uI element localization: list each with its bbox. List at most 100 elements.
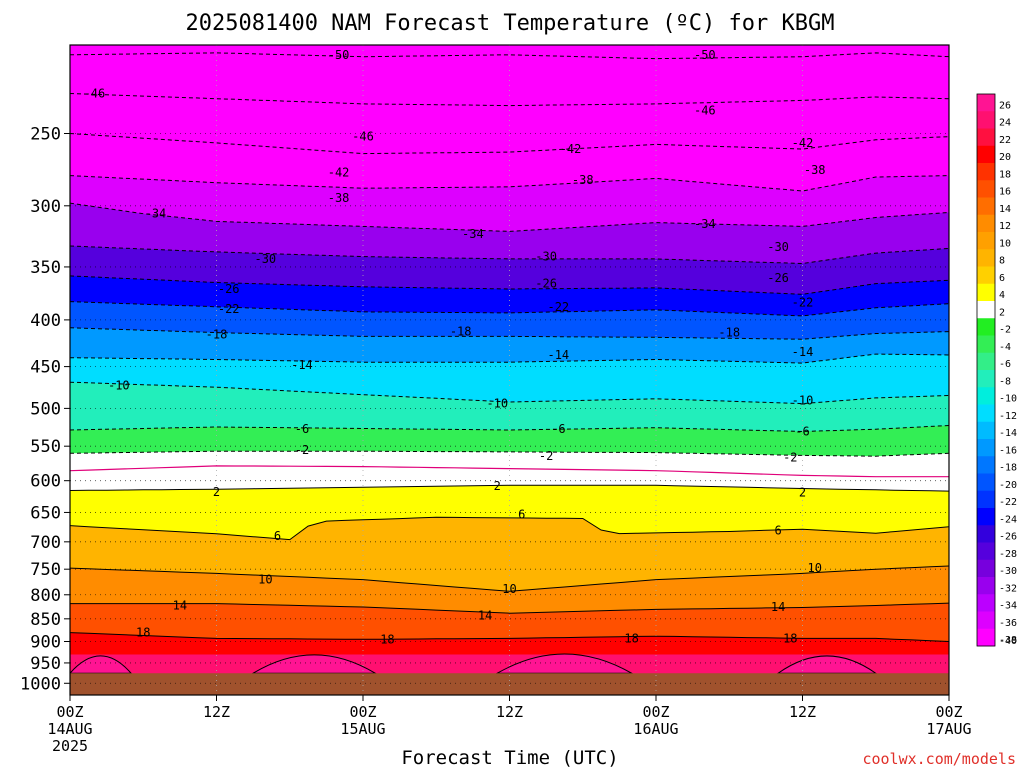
contour-label: -10 [486,397,508,411]
colorbar-label: -4 [999,342,1011,353]
colorbar-swatch [977,577,995,595]
contour-label: -34 [145,207,167,221]
colorbar-swatch [977,456,995,474]
colorbar-label: 8 [999,256,1005,267]
isotherm-contours [70,52,949,642]
contour-label: -6 [795,424,809,438]
contour-label: -6 [551,422,565,436]
contour-label: -50 [694,48,716,62]
colorbar-label: 24 [999,118,1011,129]
colorbar-label: -20 [999,480,1017,491]
colorbar-label: 14 [999,204,1011,215]
y-tick-label: 1000 [20,674,61,694]
contour-label: -30 [254,252,276,266]
contour-label: -50 [328,48,350,62]
colorbar-swatch [977,594,995,612]
colorbar-label: -34 [999,601,1017,612]
contour-label: 10 [807,561,821,575]
colorbar-label: -36 [999,618,1017,629]
colorbar-label: -30 [999,566,1017,577]
colorbar-swatch [977,611,995,630]
colorbar-swatch [977,370,995,388]
colorbar-label: 12 [999,221,1011,232]
contour-label: -30 [767,240,789,254]
contour-label: -42 [560,142,582,156]
colorbar-label: 22 [999,135,1011,146]
contour-label: -46 [694,104,716,118]
colorbar-swatch [977,335,995,354]
y-axis: 2503003504004505005506006507007508008509… [20,124,70,694]
contour-label: 10 [502,582,516,596]
contour-label: 6 [774,523,781,537]
contour-label: -46 [84,86,106,100]
contour-label: -2 [783,451,797,465]
colorbar-swatch [977,421,995,440]
y-tick-label: 350 [30,258,61,278]
contour-label: -22 [547,300,569,314]
y-tick-label: 600 [30,472,61,492]
contour-label: -46 [352,130,374,144]
colorbar-swatch [977,180,995,198]
grid-lines [70,45,949,695]
x-tick-date: 16AUG [633,720,678,738]
colorbar-label: 16 [999,187,1011,198]
y-tick-label: 800 [30,586,61,606]
isotherm-0 [70,465,949,478]
colorbar-swatch [977,439,995,457]
y-tick-label: 750 [30,560,61,580]
contour-label: 14 [478,609,492,623]
colorbar-swatch [977,145,995,164]
contour-labels: -50 -50 -46 -46 -46 -42 -42 -42 -38 -38 -38 -34 -34 -… [84,48,826,646]
colorbar-swatch [977,387,995,405]
colorbar-swatch [977,94,995,112]
contour-label: -26 [218,282,240,296]
colorbar-swatch [977,525,995,543]
contour-label: 6 [274,529,281,543]
contour-label: -6 [295,422,309,436]
colorbar-label: -40 [999,636,1017,647]
contour-label: 18 [624,631,638,645]
contour-label: 2 [799,485,806,499]
contour-label: -26 [535,277,557,291]
colorbar-label: -24 [999,514,1017,525]
colorbar-swatch [977,249,995,267]
colorbar-label: -12 [999,411,1017,422]
x-axis-label: Forecast Time (UTC) [401,747,618,768]
y-tick-label: 650 [30,503,61,523]
contour-label: 14 [771,600,785,614]
colorbar-swatch [977,628,995,647]
colorbar-swatch [977,232,995,250]
contour-label: -18 [450,325,472,339]
colorbar-swatch [977,266,995,285]
temperature-bands [70,45,949,695]
y-tick-label: 550 [30,437,61,457]
colorbar-swatch [977,352,995,371]
colorbar-label: -8 [999,376,1011,387]
warm-surface-pocket [70,655,133,674]
credit-text: coolwx.com/models [862,750,1016,768]
contour-label: -14 [291,358,313,372]
colorbar-label: 2 [999,307,1005,318]
colorbar-label: -22 [999,497,1017,508]
y-tick-label: 950 [30,654,61,674]
contour-label: -42 [328,166,350,180]
contour-label: 18 [380,632,394,646]
contour-label: -18 [718,326,740,340]
contour-label: 18 [783,631,797,645]
colorbar-label: -28 [999,549,1017,560]
colorbar-label: -18 [999,463,1017,474]
colorbar-swatch [977,473,995,492]
contour-label: 6 [518,507,525,521]
contour-label: -2 [539,449,553,463]
colorbar-label: -32 [999,583,1017,594]
contour-label: -30 [535,250,557,264]
colorbar-label: 4 [999,290,1005,301]
contour-label: -22 [218,302,240,316]
contour-label: -22 [792,296,814,310]
x-tick-label: 00Z [349,703,376,721]
colorbar-label: 26 [999,100,1011,111]
contour-label: -42 [792,136,814,150]
x-tick-date: 15AUG [340,720,385,738]
contour-label: -18 [206,327,228,341]
